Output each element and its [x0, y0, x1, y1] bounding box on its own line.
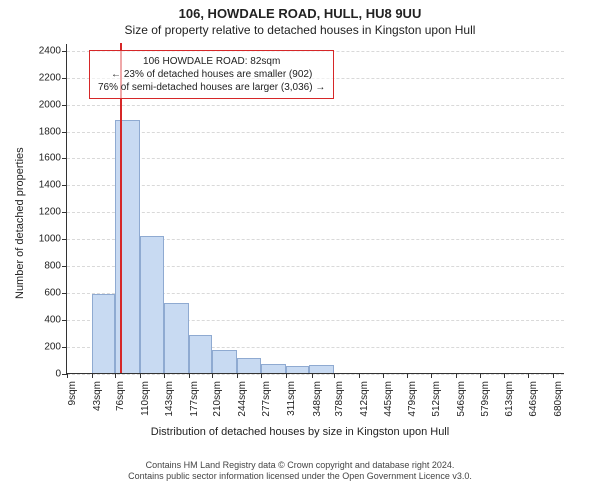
gridline-h [67, 158, 564, 159]
histogram-bar [189, 335, 213, 373]
footer-line-2: Contains public sector information licen… [0, 471, 600, 482]
gridline-h [67, 212, 564, 213]
xtick-label: 479sqm [407, 381, 418, 417]
histogram-bar [237, 358, 261, 373]
xtick-mark [164, 373, 165, 378]
xtick-label: 210sqm [212, 381, 223, 417]
gridline-h [67, 132, 564, 133]
xtick-mark [553, 373, 554, 378]
ytick-label: 1600 [39, 153, 61, 164]
ytick-mark [62, 158, 67, 159]
annotation-box: 106 HOWDALE ROAD: 82sqm← 23% of detached… [89, 50, 334, 99]
histogram-bar [140, 236, 164, 373]
ytick-mark [62, 78, 67, 79]
xtick-mark [115, 373, 116, 378]
gridline-h [67, 105, 564, 106]
xtick-label: 76sqm [115, 381, 126, 411]
y-axis-label: Number of detached properties [14, 147, 26, 299]
xtick-mark [212, 373, 213, 378]
xtick-label: 348sqm [312, 381, 323, 417]
ytick-mark [62, 51, 67, 52]
annotation-line: ← 23% of detached houses are smaller (90… [98, 68, 325, 81]
xtick-label: 110sqm [140, 381, 151, 416]
histogram-bar [309, 365, 334, 373]
histogram-bar [212, 350, 237, 373]
xtick-label: 143sqm [164, 381, 175, 417]
ytick-mark [62, 185, 67, 186]
xtick-label: 277sqm [261, 381, 272, 417]
xtick-mark [456, 373, 457, 378]
histogram-bar [261, 364, 286, 373]
ytick-label: 0 [55, 369, 61, 380]
xtick-label: 546sqm [456, 381, 467, 417]
ytick-mark [62, 239, 67, 240]
xtick-mark [383, 373, 384, 378]
footer-line-1: Contains HM Land Registry data © Crown c… [0, 460, 600, 471]
gridline-h [67, 185, 564, 186]
ytick-label: 1000 [39, 234, 61, 245]
ytick-label: 2400 [39, 45, 61, 56]
xtick-mark [92, 373, 93, 378]
xtick-label: 43sqm [92, 381, 103, 411]
plot-area: 0200400600800100012001400160018002000220… [66, 44, 564, 374]
annotation-line: 106 HOWDALE ROAD: 82sqm [98, 55, 325, 68]
ytick-label: 600 [44, 288, 61, 299]
ytick-label: 800 [44, 261, 61, 272]
ytick-label: 1400 [39, 180, 61, 191]
ytick-mark [62, 320, 67, 321]
ytick-label: 2200 [39, 72, 61, 83]
histogram-bar [92, 294, 116, 373]
xtick-mark [140, 373, 141, 378]
xtick-mark [480, 373, 481, 378]
xtick-mark [286, 373, 287, 378]
xtick-label: 680sqm [553, 381, 564, 417]
ytick-mark [62, 347, 67, 348]
histogram-bar [286, 366, 310, 373]
xtick-mark [359, 373, 360, 378]
xtick-label: 646sqm [528, 381, 539, 417]
xtick-label: 412sqm [359, 381, 370, 417]
xtick-mark [504, 373, 505, 378]
ytick-label: 1200 [39, 207, 61, 218]
xtick-label: 613sqm [504, 381, 515, 417]
footer-attribution: Contains HM Land Registry data © Crown c… [0, 460, 600, 483]
annotation-line: 76% of semi-detached houses are larger (… [98, 81, 325, 94]
histogram-bar [164, 303, 189, 373]
xtick-mark [189, 373, 190, 378]
xtick-label: 512sqm [431, 381, 442, 417]
xtick-label: 579sqm [480, 381, 491, 417]
ytick-label: 400 [44, 315, 61, 326]
xtick-mark [67, 373, 68, 378]
xtick-mark [237, 373, 238, 378]
ytick-mark [62, 212, 67, 213]
xtick-label: 311sqm [286, 381, 297, 416]
ytick-label: 200 [44, 342, 61, 353]
xtick-mark [334, 373, 335, 378]
ytick-label: 1800 [39, 126, 61, 137]
xtick-label: 177sqm [189, 381, 200, 417]
gridline-h [67, 374, 564, 375]
xtick-mark [528, 373, 529, 378]
ytick-mark [62, 105, 67, 106]
xtick-label: 9sqm [67, 381, 78, 405]
xtick-mark [431, 373, 432, 378]
xtick-label: 378sqm [334, 381, 345, 417]
xtick-label: 244sqm [237, 381, 248, 417]
xtick-mark [312, 373, 313, 378]
xtick-mark [407, 373, 408, 378]
ytick-mark [62, 293, 67, 294]
x-axis-label: Distribution of detached houses by size … [0, 426, 600, 438]
ytick-mark [62, 266, 67, 267]
chart-area: 0 200 400 600 800 1000 1200 1400 1600 1800 2000 220… [0, 0, 600, 500]
ytick-label: 2000 [39, 99, 61, 110]
xtick-mark [261, 373, 262, 378]
ytick-mark [62, 132, 67, 133]
xtick-label: 445sqm [383, 381, 394, 417]
